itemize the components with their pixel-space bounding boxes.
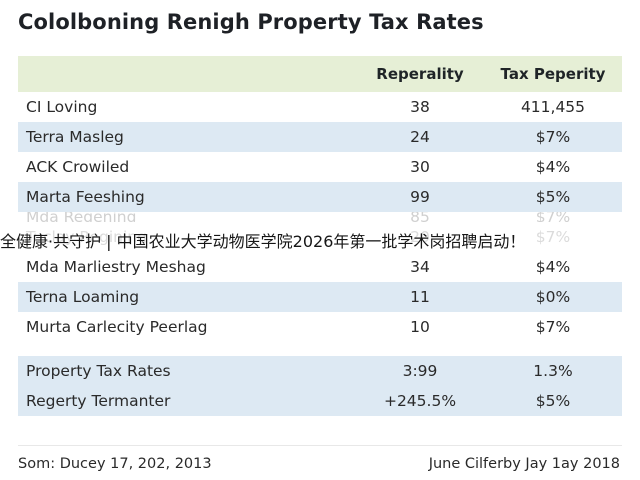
table-row: ACK Crowiled 30 $4% (18, 152, 622, 182)
table-row: Terna Loaming 11 $0% (18, 282, 622, 312)
cell-tax-peperity: $7% (535, 212, 571, 222)
cell-reperality: 3:99 (402, 362, 438, 380)
summary-row: Regerty Termanter +245.5% $5% (18, 386, 622, 416)
table-header-row: Reperality Tax Peperity (18, 56, 622, 92)
cell-tax-peperity: $4% (535, 258, 571, 276)
cell-name: ACK Crowiled (26, 158, 130, 176)
cell-name: Marta Feeshing (26, 188, 145, 206)
cell-reperality: 99 (410, 188, 430, 206)
cell-reperality: 85 (410, 212, 430, 222)
cell-tax-peperity: $5% (535, 392, 571, 410)
cell-tax-peperity: $5% (535, 188, 571, 206)
footer-date: June Cilferby Jay 1ay 2018 (428, 456, 620, 472)
column-header-reperality: Reperality (376, 65, 464, 83)
table-row: Mda Marliestry Meshag 34 $4% (18, 252, 622, 282)
cell-name: Terra Masleg (26, 128, 124, 146)
cell-tax-peperity: 1.3% (533, 362, 573, 380)
table-row: Mda Regening 85 $7% (18, 212, 622, 222)
summary-row: Property Tax Rates 3:99 1.3% (18, 356, 622, 386)
page-title: Cololboning Renigh Property Tax Rates (18, 10, 484, 34)
column-header-tax-peperity: Tax Peperity (500, 65, 606, 83)
announcement-banner[interactable]: 全健康·共守护 | 中国农业大学动物医学院2026年第一批学术岗招聘启动！ (0, 229, 640, 255)
cell-name: Murta Carlecity Peerlag (26, 318, 208, 336)
cell-reperality: 10 (410, 318, 430, 336)
table-row: Murta Carlecity Peerlag 10 $7% (18, 312, 622, 342)
cell-tax-peperity: $4% (535, 158, 571, 176)
cell-name: Regerty Termanter (26, 392, 171, 410)
cell-tax-peperity: $0% (535, 288, 571, 306)
cell-reperality: +245.5% (383, 392, 457, 410)
cell-tax-peperity: $7% (535, 318, 571, 336)
cell-name: Mda Regening (26, 212, 137, 222)
table-row: CI Loving 38 411,455 (18, 92, 622, 122)
cell-name: Terna Loaming (26, 288, 140, 306)
cell-reperality: 30 (410, 158, 430, 176)
tax-rates-table: Reperality Tax Peperity CI Loving 38 411,4… (18, 56, 622, 416)
table-summary: Property Tax Rates 3:99 1.3% Regerty Terman… (18, 356, 622, 416)
table-row: Terra Masleg 24 $7% (18, 122, 622, 152)
cell-reperality: 38 (410, 98, 430, 116)
cell-name: Property Tax Rates (26, 362, 171, 380)
cell-reperality: 11 (410, 288, 430, 306)
cell-tax-peperity: $7% (535, 128, 571, 146)
table-body: CI Loving 38 411,455 Terra Masleg 24 $7% ACK C… (18, 92, 622, 342)
cell-name: Mda Marliestry Meshag (26, 258, 206, 276)
footer-divider (18, 445, 622, 446)
cell-name: CI Loving (26, 98, 98, 116)
table-row: Marta Feeshing 99 $5% (18, 182, 622, 212)
cell-reperality: 34 (410, 258, 430, 276)
footer-source: Som: Ducey 17, 202, 2013 (18, 456, 212, 472)
cell-reperality: 24 (410, 128, 430, 146)
cell-tax-peperity: 411,455 (520, 98, 586, 116)
